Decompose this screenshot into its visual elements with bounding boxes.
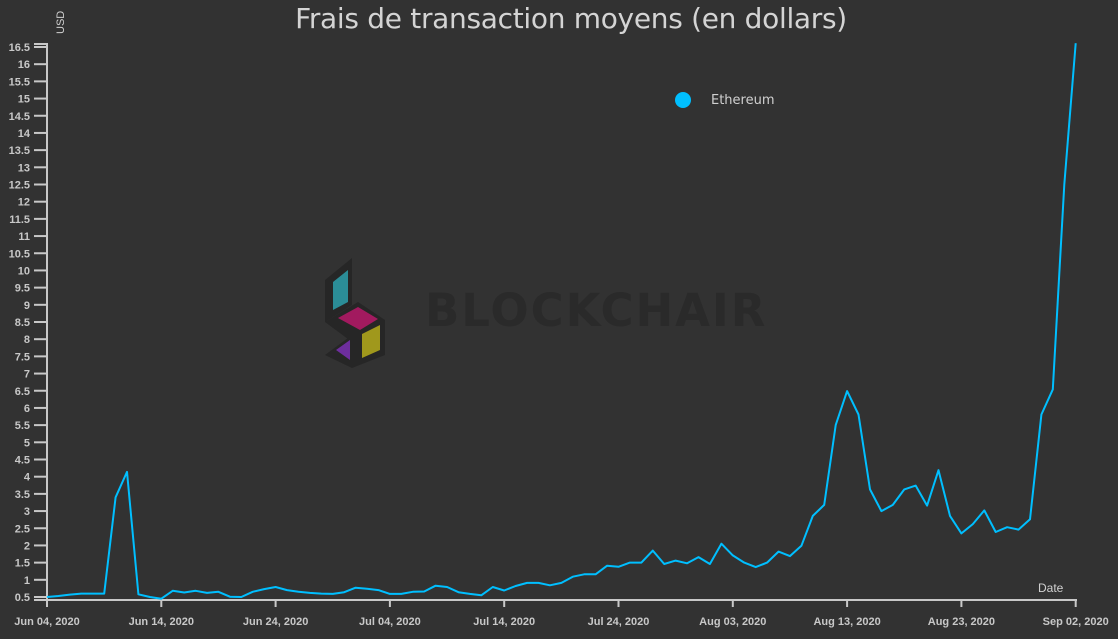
x-tick-label: Aug 23, 2020 [928,616,995,628]
y-tick-label: 10 [18,265,30,277]
x-tick-label: Aug 13, 2020 [813,616,880,628]
y-tick-label: 16 [18,59,30,71]
y-tick-label: 16.5 [9,42,30,54]
y-tick-label: 6 [24,403,30,415]
y-tick-label: 14.5 [9,111,30,123]
y-tick-label: 11 [18,231,30,243]
chair-logo-icon [325,258,385,368]
legend[interactable]: Ethereum [675,92,775,108]
x-tick-label: Sep 02, 2020 [1043,616,1109,628]
x-tick-label: Jun 24, 2020 [243,616,308,628]
y-tick-label: 3.5 [15,489,30,501]
legend-marker-icon [675,92,691,108]
y-tick-label: 9 [24,300,30,312]
y-axis-label: USD [55,10,67,34]
y-tick-label: 13 [18,162,30,174]
blockchair-logo-watermark [320,250,400,380]
x-tick-label: Aug 03, 2020 [699,616,766,628]
y-tick-label: 8.5 [15,317,30,329]
legend-label-ethereum: Ethereum [711,92,775,108]
y-tick-label: 13.5 [9,145,30,157]
y-tick-label: 1 [24,575,30,587]
y-tick-label: 15 [18,94,30,106]
y-tick-label: 10.5 [9,248,30,260]
y-tick-label: 2 [24,540,30,552]
y-tick-label: 2.5 [15,523,30,535]
y-tick-label: 6.5 [15,386,30,398]
y-tick-label: 1.5 [15,558,30,570]
y-tick-label: 12.5 [9,180,30,192]
y-tick-label: 4 [24,472,31,484]
y-tick-label: 5 [24,437,30,449]
chart-title: Frais de transaction moyens (en dollars) [295,2,847,35]
y-tick-label: 0.5 [15,592,30,604]
x-tick-label: Jul 14, 2020 [473,616,535,628]
x-axis: Jun 04, 2020 Jun 14, 2020 Jun 24, 2020 Jul … [14,599,1109,628]
y-tick-label: 5.5 [15,420,30,432]
x-tick-label: Jun 14, 2020 [129,616,194,628]
y-tick-label: 7.5 [15,351,30,363]
y-tick-label: 11.5 [9,214,30,226]
y-tick-label: 12 [18,197,30,209]
y-tick-label: 14 [18,128,31,140]
x-tick-label: Jul 04, 2020 [359,616,421,628]
ethereum-line [46,43,1077,600]
y-tick-label: 8 [24,334,30,346]
x-tick-label: Jun 04, 2020 [14,616,79,628]
y-tick-label: 9.5 [15,283,30,295]
y-tick-label: 15.5 [9,76,30,88]
y-tick-label: 3 [24,506,30,518]
x-tick-label: Jul 24, 2020 [588,616,650,628]
blockchair-wordmark: BLOCKCHAIR [425,284,768,337]
y-tick-label: 4.5 [15,455,30,467]
y-tick-label: 7 [24,369,30,381]
x-axis-label: Date [1038,581,1064,595]
y-axis: 0.511.522.533.544.555.566.577.588.599.51… [9,42,48,604]
